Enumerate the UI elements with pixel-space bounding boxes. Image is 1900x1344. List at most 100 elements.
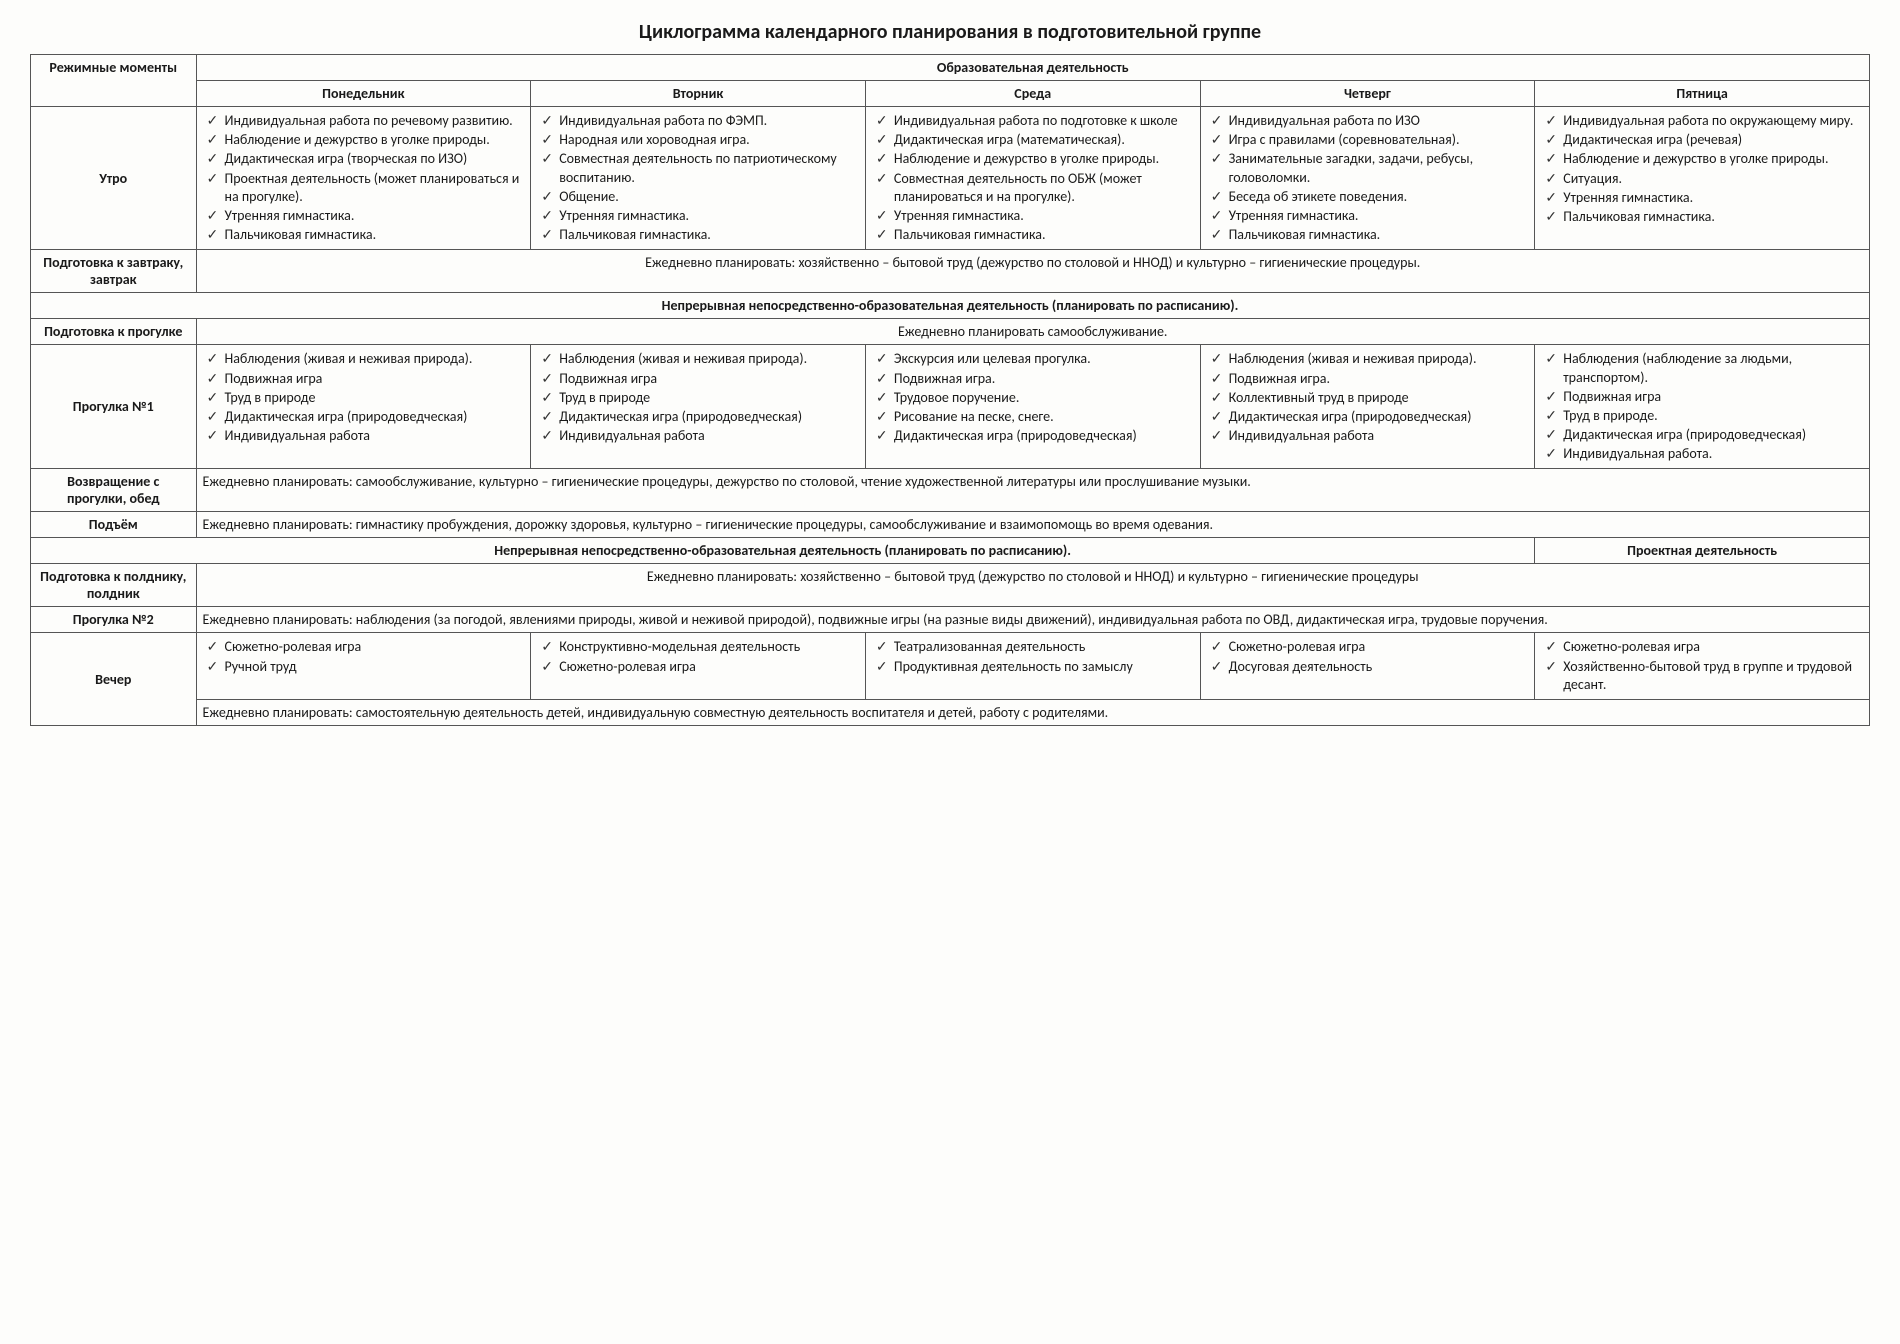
list-item: Конструктивно-модельная деятельность (537, 638, 859, 656)
row-breakfast-text: Ежедневно планировать: хозяйственно – бы… (196, 250, 1870, 293)
list-item: Народная или хороводная игра. (537, 131, 859, 149)
list-item: Сюжетно-ролевая игра (537, 658, 859, 676)
cell-morning-thu: Индивидуальная работа по ИЗОИгра с прави… (1200, 107, 1535, 250)
cell-walk1-wed: Экскурсия или целевая прогулка.Подвижная… (865, 345, 1200, 469)
cell-walk1-mon: Наблюдения (живая и неживая природа). Под… (196, 345, 531, 469)
list-item: Наблюдения (наблюдение за людьми, трансп… (1541, 350, 1863, 386)
list-item: Общение. (537, 188, 859, 206)
cell-morning-fri: Индивидуальная работа по окружающему мир… (1535, 107, 1870, 250)
list-item: Подвижная игра (203, 370, 525, 388)
col-header-wed: Среда (865, 81, 1200, 107)
list-item: Индивидуальная работа (203, 427, 525, 445)
row-band2-right: Проектная деятельность (1535, 538, 1870, 564)
list-item: Труд в природе (537, 389, 859, 407)
list-item: Совместная деятельность по ОБЖ (может пл… (872, 170, 1194, 206)
row-return-lunch: Возвращение с прогулки, обед Ежедневно п… (31, 469, 1870, 512)
list-item: Коллективный труд в природе (1207, 389, 1529, 407)
list-item: Досуговая деятельность (1207, 658, 1529, 676)
row-band1-text: Непрерывная непосредственно-образователь… (31, 293, 1870, 319)
cell-walk1-tue: Наблюдения (живая и неживая природа).Под… (531, 345, 866, 469)
list-item: Индивидуальная работа по речевому развит… (203, 112, 525, 130)
cell-evening-wed: Театрализованная деятельность Продуктивна… (865, 633, 1200, 700)
list-item: Продуктивная деятельность по замыслу (872, 658, 1194, 676)
cell-evening-thu: Сюжетно-ролевая игра Досуговая деятельнос… (1200, 633, 1535, 700)
row-rise-text: Ежедневно планировать: гимнастику пробуж… (196, 512, 1870, 538)
page-title: Циклограмма календарного планирования в … (30, 20, 1870, 44)
list-item: Экскурсия или целевая прогулка. (872, 350, 1194, 368)
col-header-moments: Режимные моменты (31, 55, 197, 107)
row-band2: Непрерывная непосредственно-образователь… (31, 538, 1870, 564)
list-item: Проектная деятельность (может планироват… (203, 170, 525, 206)
row-evening: Вечер Сюжетно-ролевая играРучной труд Ко… (31, 633, 1870, 700)
cell-evening-tue: Конструктивно-модельная деятельность Сюже… (531, 633, 866, 700)
schedule-table: Режимные моменты Образовательная деятель… (30, 54, 1870, 726)
cell-morning-wed: Индивидуальная работа по подготовке к шк… (865, 107, 1200, 250)
list-item: Дидактическая игра (природоведческая) (537, 408, 859, 426)
row-snack-text: Ежедневно планировать: хозяйственно – бы… (196, 564, 1870, 607)
list-item: Дидактическая игра (речевая) (1541, 131, 1863, 149)
list-item: Дидактическая игра (творческая по ИЗО) (203, 150, 525, 168)
list-item: Занимательные загадки, задачи, ребусы, г… (1207, 150, 1529, 186)
list-item: Наблюдение и дежурство в уголке природы. (203, 131, 525, 149)
list-item: Беседа об этикете поведения. (1207, 188, 1529, 206)
row-walk1-label: Прогулка №1 (31, 345, 197, 469)
row-rise: Подъём Ежедневно планировать: гимнастику… (31, 512, 1870, 538)
col-header-fri: Пятница (1535, 81, 1870, 107)
row-morning-label: Утро (31, 107, 197, 250)
row-return-lunch-text: Ежедневно планировать: самообслуживание,… (196, 469, 1870, 512)
row-band1: Непрерывная непосредственно-образователь… (31, 293, 1870, 319)
list-item: Трудовое поручение. (872, 389, 1194, 407)
list-item: Дидактическая игра (природоведческая) (1207, 408, 1529, 426)
list-item: Дидактическая игра (природоведческая) (203, 408, 525, 426)
row-walk2: Прогулка №2 Ежедневно планировать: наблю… (31, 607, 1870, 633)
list-item: Наблюдения (живая и неживая природа). (1207, 350, 1529, 368)
cell-morning-mon: Индивидуальная работа по речевому развит… (196, 107, 531, 250)
cell-walk1-fri: Наблюдения (наблюдение за людьми, трансп… (1535, 345, 1870, 469)
list-item: Пальчиковая гимнастика. (537, 226, 859, 244)
list-item: Игра с правилами (соревновательная). (1207, 131, 1529, 149)
list-item: Подвижная игра (537, 370, 859, 388)
row-morning: Утро Индивидуальная работа по речевому р… (31, 107, 1870, 250)
list-item: Дидактическая игра (природоведческая) (872, 427, 1194, 445)
list-item: Наблюдение и дежурство в уголке природы. (1541, 150, 1863, 168)
row-prewalk-text: Ежедневно планировать самообслуживание. (196, 319, 1870, 345)
row-snack-label: Подготовка к полднику, полдник (31, 564, 197, 607)
row-evening-footer-text: Ежедневно планировать: самостоятельную д… (196, 700, 1870, 726)
list-item: Дидактическая игра (математическая). (872, 131, 1194, 149)
list-item: Утренняя гимнастика. (1541, 189, 1863, 207)
list-item: Подвижная игра. (1207, 370, 1529, 388)
list-item: Индивидуальная работа по ИЗО (1207, 112, 1529, 130)
list-item: Хозяйственно-бытовой труд в группе и тру… (1541, 658, 1863, 694)
list-item: Пальчиковая гимнастика. (872, 226, 1194, 244)
row-breakfast: Подготовка к завтраку, завтрак Ежедневно… (31, 250, 1870, 293)
list-item: Пальчиковая гимнастика. (203, 226, 525, 244)
list-item: Труд в природе. (1541, 407, 1863, 425)
list-item: Индивидуальная работа по подготовке к шк… (872, 112, 1194, 130)
cell-morning-tue: Индивидуальная работа по ФЭМП.Народная и… (531, 107, 866, 250)
cell-evening-mon: Сюжетно-ролевая играРучной труд (196, 633, 531, 700)
list-item: Театрализованная деятельность (872, 638, 1194, 656)
list-item: Подвижная игра (1541, 388, 1863, 406)
col-header-edu: Образовательная деятельность (196, 55, 1870, 81)
row-evening-footer: Ежедневно планировать: самостоятельную д… (31, 700, 1870, 726)
row-walk2-label: Прогулка №2 (31, 607, 197, 633)
row-rise-label: Подъём (31, 512, 197, 538)
list-item: Сюжетно-ролевая игра (1207, 638, 1529, 656)
list-item: Индивидуальная работа. (1541, 445, 1863, 463)
list-item: Совместная деятельность по патриотическо… (537, 150, 859, 186)
col-header-mon: Понедельник (196, 81, 531, 107)
list-item: Индивидуальная работа (1207, 427, 1529, 445)
col-header-thu: Четверг (1200, 81, 1535, 107)
row-evening-label: Вечер (31, 633, 197, 726)
cell-evening-fri: Сюжетно-ролевая играХозяйственно-бытовой… (1535, 633, 1870, 700)
list-item: Труд в природе (203, 389, 525, 407)
row-breakfast-label: Подготовка к завтраку, завтрак (31, 250, 197, 293)
row-walk1: Прогулка №1 Наблюдения (живая и неживая … (31, 345, 1870, 469)
row-band2-left: Непрерывная непосредственно-образователь… (31, 538, 1535, 564)
list-item: Наблюдения (живая и неживая природа). (203, 350, 525, 368)
row-snack: Подготовка к полднику, полдник Ежедневно… (31, 564, 1870, 607)
list-item: Утренняя гимнастика. (537, 207, 859, 225)
list-item: Утренняя гимнастика. (1207, 207, 1529, 225)
row-return-lunch-label: Возвращение с прогулки, обед (31, 469, 197, 512)
cell-walk1-thu: Наблюдения (живая и неживая природа). Под… (1200, 345, 1535, 469)
